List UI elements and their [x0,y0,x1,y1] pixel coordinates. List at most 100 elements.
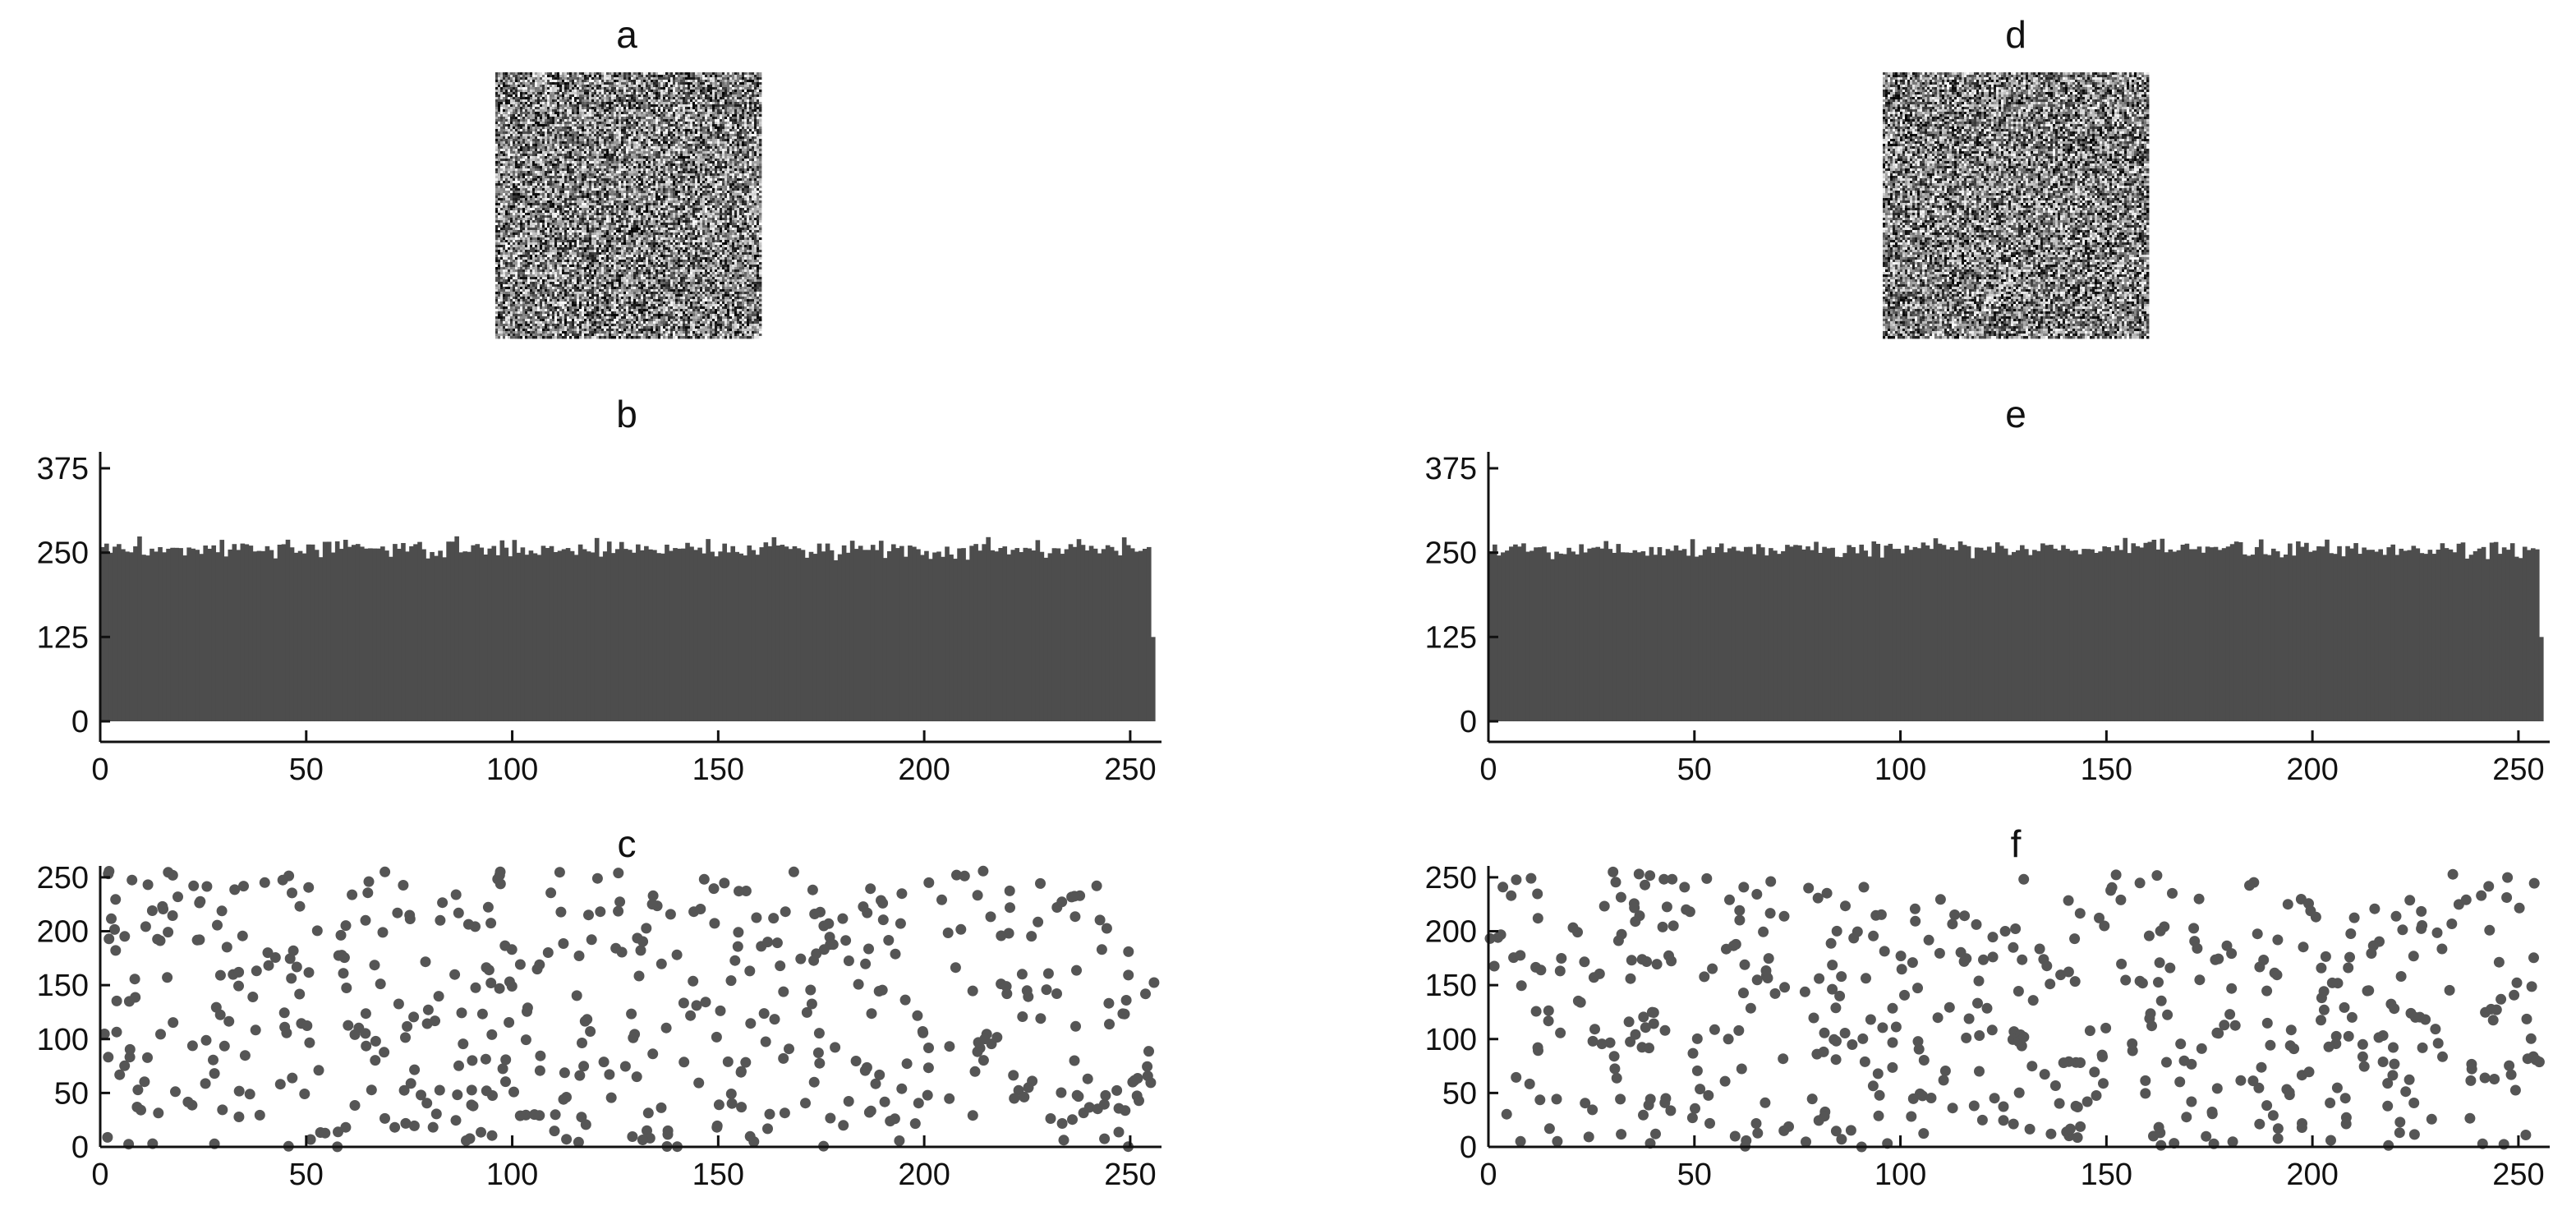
image-a-pixel [500,292,503,294]
image-a-pixel [513,203,515,205]
image-a-pixel [540,171,542,173]
image-a-pixel [518,127,520,129]
image-a-pixel [513,262,515,265]
image-a-pixel [520,269,522,272]
image-a-pixel [500,80,503,82]
image-a-pixel [498,215,500,218]
image-a-pixel [535,134,537,136]
image-a-pixel [513,131,515,134]
image-a-pixel [530,87,532,90]
image-a-pixel [513,272,515,274]
image-a-pixel [530,151,532,154]
image-a-pixel [503,297,505,299]
image-a-pixel [515,279,518,282]
image-a-pixel [503,294,505,297]
image-a-pixel [495,282,498,284]
image-a-pixel [495,134,498,136]
image-a-pixel [530,329,532,331]
image-a-pixel [495,107,498,109]
image-a-pixel [532,196,535,198]
image-a-pixel [498,334,500,336]
image-a-pixel [530,104,532,107]
image-a-pixel [510,267,513,269]
image-a-pixel [505,198,508,200]
image-a-pixel [527,156,530,159]
image-a-pixel [505,141,508,144]
image-a-pixel [515,334,518,336]
image-a-pixel [525,329,527,331]
image-a-pixel [525,277,527,279]
image-a-pixel [498,149,500,151]
image-a-pixel [535,228,537,230]
image-a-pixel [532,124,535,127]
image-a-pixel [518,134,520,136]
image-a-pixel [530,139,532,141]
image-a-pixel [503,321,505,324]
image-a-pixel [530,75,532,77]
image-a-pixel [498,181,500,183]
image-a-pixel [522,109,525,112]
image-a-pixel [515,104,518,107]
image-a-pixel [505,107,508,109]
image-a-pixel [508,134,510,136]
image-a-pixel [522,235,525,237]
image-a-pixel [522,260,525,262]
image-a-pixel [530,156,532,159]
image-a-pixel [532,289,535,292]
image-a-pixel [508,136,510,139]
image-a-pixel [530,173,532,176]
image-a-pixel [527,134,530,136]
image-a-pixel [508,114,510,117]
image-a-pixel [498,228,500,230]
image-a-pixel [510,269,513,272]
image-a-pixel [498,122,500,124]
image-a-pixel [530,215,532,218]
image-a-pixel [540,149,542,151]
image-a-pixel [525,250,527,252]
image-a-pixel [495,92,498,94]
image-a-pixel [530,321,532,324]
image-a-pixel [500,183,503,186]
image-a-pixel [520,299,522,302]
image-a-pixel [500,260,503,262]
image-a-pixel [510,215,513,218]
image-a-pixel [527,289,530,292]
image-a-pixel [495,250,498,252]
image-a-pixel [495,124,498,127]
image-a-pixel [508,166,510,168]
image-a-pixel [503,230,505,232]
image-a-pixel [530,181,532,183]
image-a-pixel [515,166,518,168]
image-a-pixel [527,223,530,225]
image-a-pixel [530,188,532,191]
image-a-pixel [503,114,505,117]
image-a-pixel [525,309,527,311]
image-a-pixel [520,262,522,265]
image-a-pixel [520,77,522,80]
image-a-pixel [530,114,532,117]
image-a-pixel [537,232,540,235]
image-a-pixel [495,82,498,85]
image-a-pixel [508,218,510,220]
image-a-pixel [520,139,522,141]
image-a-pixel [498,309,500,311]
image-a-pixel [500,279,503,282]
image-a-pixel [537,122,540,124]
image-a-pixel [530,277,532,279]
image-a-pixel [530,223,532,225]
image-a-pixel [520,208,522,210]
image-a-pixel [518,136,520,139]
image-a-pixel [495,260,498,262]
image-a-pixel [522,329,525,331]
image-a-pixel [535,139,537,141]
image-a-pixel [518,191,520,193]
image-a-pixel [500,334,503,336]
image-a-pixel [535,321,537,324]
image-a-pixel [518,215,520,218]
image-a-pixel [530,297,532,299]
image-a-pixel [525,117,527,119]
image-a-pixel [503,210,505,213]
image-a-pixel [515,171,518,173]
image-a-pixel [532,334,535,336]
image-a-pixel [522,242,525,245]
